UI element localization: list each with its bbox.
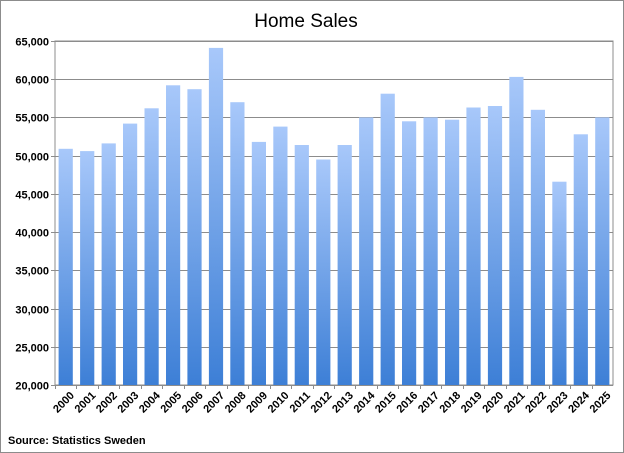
- x-tick-label: 2001: [73, 390, 99, 416]
- x-tick-label: 2004: [137, 389, 163, 415]
- x-tick-label: 2014: [352, 389, 378, 415]
- x-tick-label: 2023: [545, 390, 571, 416]
- bar-2024: [573, 134, 588, 385]
- x-tick-label: 2007: [201, 390, 227, 416]
- x-tick-label: 2008: [223, 390, 249, 416]
- x-tick-label: 2005: [158, 390, 184, 416]
- plot-area-border: [54, 40, 614, 386]
- bar-2008: [230, 102, 245, 385]
- x-tick-label: 2003: [116, 390, 142, 416]
- bar-2025: [595, 117, 610, 386]
- y-tick-label: 50,000: [15, 152, 49, 164]
- y-axis-ticks: 20,000 25,000 30,000 35,000 40,000 45,000 50,0…: [15, 37, 49, 393]
- y-tick-label: 35,000: [15, 266, 49, 278]
- x-tick-label: 2022: [523, 390, 549, 416]
- x-tick-label: 2013: [330, 390, 356, 416]
- bar-2003: [123, 123, 138, 385]
- y-tick-label: 40,000: [15, 228, 49, 240]
- x-tick-label: 2019: [459, 390, 485, 416]
- bars: [58, 47, 610, 386]
- source-note: Source: Statistics Sweden: [8, 435, 146, 447]
- bar-2018: [445, 119, 460, 385]
- bar-2019: [466, 107, 481, 385]
- y-tick-label: 30,000: [15, 305, 49, 317]
- y-tick-label: 65,000: [15, 37, 49, 49]
- y-tick-label: 20,000: [15, 381, 49, 393]
- bar-2001: [80, 151, 95, 385]
- x-tick-label: 2011: [288, 390, 313, 415]
- x-tick-label: 2000: [51, 390, 77, 416]
- bar-2022: [530, 109, 545, 386]
- bar-2002: [101, 143, 116, 385]
- bar-2021: [509, 76, 524, 386]
- bar-2010: [273, 126, 288, 385]
- bar-2020: [487, 106, 503, 385]
- bar-2023: [552, 181, 567, 385]
- x-tick-label: 2018: [437, 390, 463, 416]
- x-tick-label: 2025: [588, 390, 614, 416]
- y-tick-label: 55,000: [15, 113, 49, 125]
- x-tick-label: 2017: [416, 390, 442, 416]
- y-tick-label: 45,000: [15, 190, 49, 202]
- chart-title: Home Sales: [254, 11, 358, 32]
- bar-2017: [423, 117, 438, 386]
- bar-2014: [359, 117, 374, 386]
- x-tick-label: 2015: [373, 390, 399, 416]
- bar-2000: [58, 148, 73, 385]
- bar-2011: [294, 145, 309, 385]
- x-tick-label: 2009: [244, 390, 270, 416]
- x-tick-label: 2016: [395, 390, 421, 416]
- x-tick-label: 2021: [502, 390, 528, 416]
- x-tick-label: 2012: [309, 390, 335, 416]
- y-tick-label: 60,000: [15, 75, 49, 87]
- bar-2016: [402, 121, 417, 386]
- bar-2005: [166, 85, 181, 386]
- bar-2004: [144, 108, 159, 386]
- x-tick-label: 2010: [266, 390, 292, 416]
- bar-2015: [380, 93, 395, 385]
- x-tick-label: 2006: [180, 390, 206, 416]
- bar-2009: [251, 141, 266, 385]
- bar-2013: [337, 145, 352, 385]
- x-axis-ticks: 2000200120022003200420052006200720082009…: [51, 385, 613, 416]
- x-tick-label: 2020: [480, 390, 506, 416]
- y-tick-label: 25,000: [15, 343, 49, 355]
- x-tick-label: 2024: [566, 389, 592, 415]
- x-tick-label: 2002: [94, 390, 120, 416]
- bar-2012: [316, 159, 331, 385]
- bar-2006: [187, 89, 202, 385]
- bar-2007: [208, 47, 224, 386]
